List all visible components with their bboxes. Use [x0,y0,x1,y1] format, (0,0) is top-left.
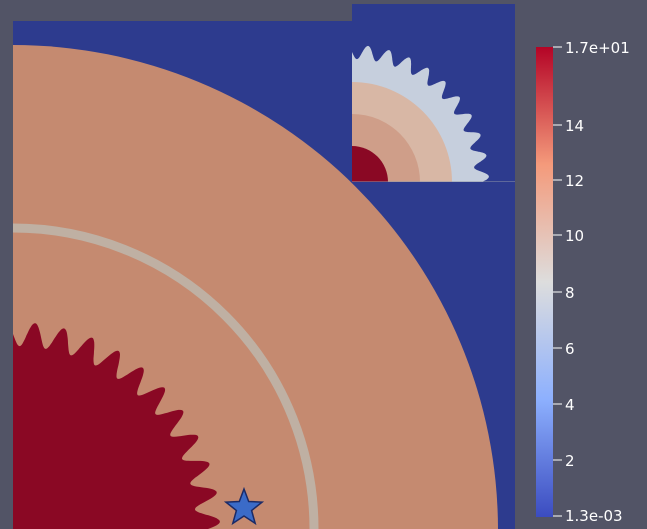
colorbar-tick-2: 2 [565,452,575,470]
colorbar-min-label: 1.3e-03 [565,507,623,525]
colorbar-tick-6: 6 [565,340,575,358]
left-margin [0,0,13,529]
inset-core [352,146,388,182]
colorbar-tick-12: 12 [565,172,584,190]
colorbar [536,47,553,517]
star-icon[interactable] [223,486,265,526]
core-region [13,323,220,529]
colorbar-tick-4: 4 [565,396,575,414]
colorbar-tick-8: 8 [565,284,575,302]
colorbar-tick-10: 10 [565,227,584,245]
colorbar-max-label: 1.7e+01 [565,39,630,57]
colorbar-tick-14: 14 [565,117,584,135]
gray-band [13,223,319,529]
header-bar [13,4,352,21]
colorbar-panel [515,0,647,529]
inset-view[interactable] [352,4,515,182]
